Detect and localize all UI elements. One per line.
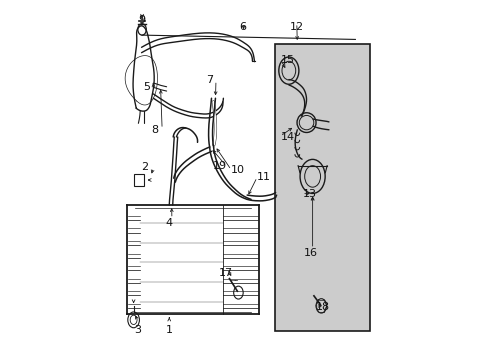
Text: 15: 15 <box>281 55 294 65</box>
Text: 9: 9 <box>138 15 145 25</box>
Text: 12: 12 <box>289 22 303 32</box>
Text: 11: 11 <box>256 172 270 182</box>
Text: 18: 18 <box>315 302 329 312</box>
Text: 8: 8 <box>151 125 159 135</box>
Text: 4: 4 <box>165 218 172 228</box>
Text: 16: 16 <box>304 248 317 258</box>
Text: 6: 6 <box>239 22 246 32</box>
Text: 14: 14 <box>280 132 294 142</box>
Text: 17: 17 <box>219 268 233 278</box>
Text: 10: 10 <box>230 165 244 175</box>
FancyBboxPatch shape <box>274 44 369 330</box>
Text: 2: 2 <box>141 162 148 172</box>
Text: 7: 7 <box>205 75 212 85</box>
Text: 3: 3 <box>134 325 141 335</box>
Text: 13: 13 <box>302 189 316 199</box>
Bar <box>133 174 144 186</box>
Text: 1: 1 <box>165 325 172 335</box>
Text: 19: 19 <box>212 161 226 171</box>
Text: 5: 5 <box>142 82 150 92</box>
